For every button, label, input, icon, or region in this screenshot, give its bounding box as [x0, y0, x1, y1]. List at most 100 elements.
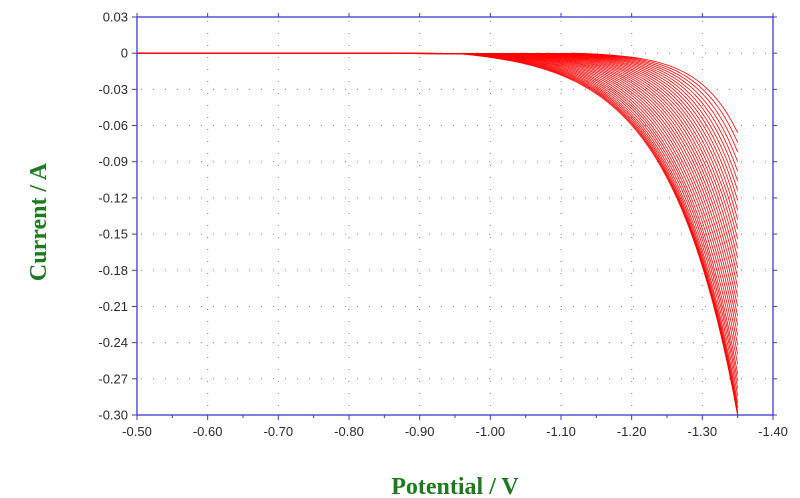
series-line — [137, 52, 739, 336]
grid-dot — [297, 88, 298, 90]
grid-dot — [273, 378, 274, 380]
grid-dot — [585, 342, 586, 344]
grid-dot — [717, 88, 718, 90]
grid-dot — [513, 378, 514, 380]
y-tick-label: -0.21 — [98, 299, 128, 314]
grid-dot — [419, 309, 421, 310]
grid-dot — [393, 125, 394, 127]
grid-dot — [669, 342, 670, 344]
grid-dot — [631, 273, 633, 274]
grid-dot — [207, 321, 209, 322]
grid-dot — [693, 378, 694, 380]
grid-dot — [153, 197, 154, 199]
grid-dot — [537, 378, 538, 380]
grid-dot — [681, 52, 682, 54]
grid-dot — [237, 233, 238, 235]
grid-dot — [477, 233, 478, 235]
grid-dot — [277, 189, 279, 190]
grid-dot — [560, 201, 562, 202]
grid-dot — [597, 269, 598, 271]
grid-dot — [333, 88, 334, 90]
grid-dot — [631, 45, 633, 46]
grid-dot — [207, 345, 209, 346]
grid-dot — [321, 378, 322, 380]
grid-dot — [489, 88, 490, 90]
grid-dot — [441, 233, 442, 235]
grid-dot — [560, 249, 562, 250]
grid-dot — [477, 197, 478, 199]
grid-dot — [237, 269, 238, 271]
grid-dot — [277, 153, 279, 154]
grid-dot — [631, 345, 633, 346]
grid-dot — [419, 285, 421, 286]
grid-dot — [277, 129, 279, 130]
grid-dot — [207, 285, 209, 286]
grid-dot — [597, 125, 598, 127]
grid-dot — [549, 342, 550, 344]
grid-dot — [489, 393, 491, 394]
grid-dot — [621, 197, 622, 199]
grid-dot — [513, 233, 514, 235]
grid-dot — [705, 52, 706, 54]
grid-dot — [705, 125, 706, 127]
grid-dot — [657, 269, 658, 271]
grid-dot — [249, 269, 250, 271]
grid-dot — [561, 197, 562, 199]
grid-dot — [701, 345, 703, 346]
grid-dot — [405, 305, 406, 307]
grid-dot — [657, 52, 658, 54]
grid-dot — [165, 125, 166, 127]
grid-dot — [753, 161, 754, 163]
grid-dot — [321, 197, 322, 199]
grid-dot — [369, 378, 370, 380]
grid-dot — [729, 378, 730, 380]
grid-dot — [701, 381, 703, 382]
grid-dot — [405, 233, 406, 235]
x-axis-title: Potential / V — [391, 474, 519, 498]
grid-dot — [609, 125, 610, 127]
grid-dot — [419, 93, 421, 94]
grid-dot — [669, 269, 670, 271]
grid-dot — [141, 233, 142, 235]
grid-dot — [633, 52, 634, 54]
series-line — [137, 52, 739, 307]
grid-dot — [369, 269, 370, 271]
grid-dot — [277, 297, 279, 298]
grid-dot — [201, 233, 202, 235]
grid-dot — [573, 378, 574, 380]
grid-dot — [381, 269, 382, 271]
grid-dot — [489, 345, 491, 346]
y-tick-label: -0.06 — [98, 118, 128, 133]
grid-dot — [560, 117, 562, 118]
grid-dot — [225, 161, 226, 163]
grid-dot — [261, 233, 262, 235]
grid-dot — [207, 153, 209, 154]
grid-dot — [393, 161, 394, 163]
grid-dot — [225, 88, 226, 90]
grid-dot — [621, 52, 622, 54]
grid-dot — [621, 233, 622, 235]
grid-dot — [405, 88, 406, 90]
grid-dot — [153, 125, 154, 127]
grid-dot — [561, 233, 562, 235]
grid-dot — [489, 21, 491, 22]
grid-dot — [513, 125, 514, 127]
grid-dot — [348, 93, 350, 94]
grid-dot — [189, 233, 190, 235]
grid-dot — [645, 52, 646, 54]
grid-dot — [560, 225, 562, 226]
grid-dot — [273, 88, 274, 90]
grid-dot — [560, 297, 562, 298]
grid-dot — [453, 125, 454, 127]
grid-dot — [585, 305, 586, 307]
grid-dot — [631, 105, 633, 106]
grid-dot — [419, 153, 421, 154]
grid-dot — [225, 233, 226, 235]
grid-dot — [419, 345, 421, 346]
grid-dot — [277, 381, 279, 382]
grid-dot — [419, 81, 421, 82]
grid-dot — [681, 305, 682, 307]
grid-dot — [273, 305, 274, 307]
grid-dot — [333, 378, 334, 380]
grid-dot — [429, 161, 430, 163]
